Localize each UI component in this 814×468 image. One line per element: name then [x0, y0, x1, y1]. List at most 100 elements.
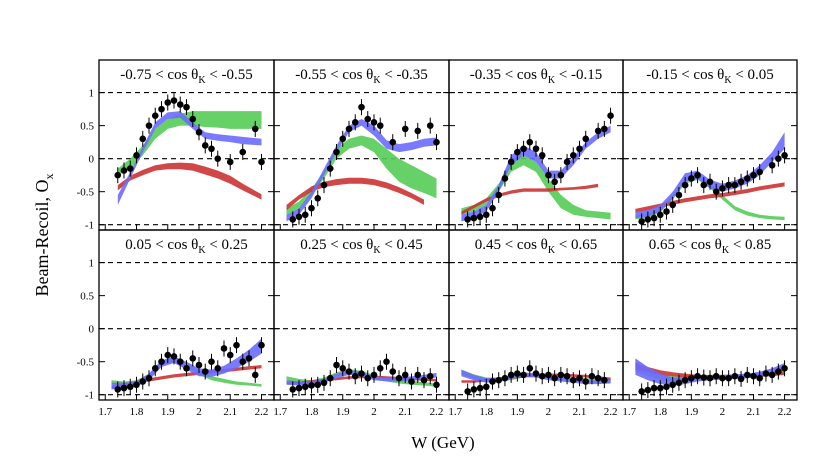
data-point — [768, 371, 776, 379]
data-point — [464, 388, 471, 395]
data-point — [164, 99, 172, 106]
data-point — [582, 378, 590, 385]
data-point — [158, 358, 165, 365]
data-point — [482, 211, 490, 219]
data-point — [208, 358, 215, 365]
model-band-blue — [461, 125, 611, 222]
data-point — [712, 188, 720, 195]
y-tick-label: 1 — [89, 258, 95, 270]
x-tick-label: 1.9 — [510, 406, 524, 418]
data-point — [139, 135, 147, 143]
data-point — [781, 152, 788, 159]
data-point — [725, 374, 732, 382]
panel-label: -0.75 < cos θK < -0.55 — [120, 67, 253, 86]
x-tick-label: 1.7 — [273, 406, 287, 418]
x-tick-label: 2.2 — [255, 406, 269, 418]
data-point — [401, 125, 409, 133]
data-point — [258, 341, 265, 349]
data-point — [320, 379, 328, 387]
x-tick-label: 1.7 — [448, 406, 462, 418]
panel-label: 0.25 < cos θK < 0.45 — [300, 237, 423, 256]
x-axis-label: W (GeV) — [411, 433, 474, 452]
data-point — [145, 374, 153, 382]
data-point — [295, 213, 303, 221]
x-tick-label: 1.7 — [98, 406, 112, 418]
x-tick-label: 2.2 — [430, 406, 444, 418]
data-point — [694, 171, 701, 179]
data-point — [214, 155, 222, 162]
y-axis-label-subscript: x — [42, 174, 56, 180]
panel-label: 0.05 < cos θK < 0.25 — [125, 237, 248, 256]
x-tick-label: 1.9 — [161, 406, 175, 418]
data-point — [470, 214, 478, 222]
data-point — [576, 145, 583, 153]
panel-frame — [98, 59, 275, 231]
data-point — [656, 211, 664, 219]
data-point — [339, 364, 347, 372]
x-tick-label: 1.8 — [130, 406, 144, 418]
data-point — [195, 128, 203, 136]
data-point — [158, 105, 165, 113]
data-point — [520, 145, 527, 153]
data-point — [781, 364, 788, 372]
data-point — [582, 135, 590, 143]
x-tick-label: 2.2 — [778, 406, 792, 418]
data-point — [245, 355, 253, 362]
data-point — [414, 371, 422, 379]
data-point — [675, 379, 683, 387]
x-tick-label: 2 — [546, 406, 552, 418]
y-tick-label: -0.5 — [77, 357, 95, 369]
x-tick-label: 2.1 — [747, 406, 761, 418]
data-point — [308, 382, 315, 389]
data-point — [370, 119, 378, 126]
data-point — [401, 371, 409, 379]
data-point — [731, 181, 739, 189]
data-point — [133, 381, 140, 389]
data-point — [376, 122, 384, 129]
data-point — [189, 115, 197, 123]
data-point — [507, 158, 515, 166]
model-band-red — [461, 183, 599, 215]
data-point — [326, 165, 334, 172]
data-point — [433, 138, 440, 146]
data-point — [576, 374, 583, 382]
data-point — [195, 361, 203, 369]
data-point — [426, 372, 434, 380]
data-point — [351, 372, 359, 380]
x-tick-label: 1.9 — [684, 406, 698, 418]
data-point — [164, 351, 172, 359]
data-point — [251, 371, 259, 379]
data-point — [656, 384, 664, 392]
data-point — [532, 370, 540, 377]
data-point — [464, 216, 471, 223]
x-tick-label: 2.1 — [223, 406, 237, 418]
data-point — [470, 386, 478, 393]
data-point — [226, 158, 234, 166]
data-point — [557, 171, 565, 179]
panel-4: -0.15 < cos θK < 0.05 — [622, 59, 798, 231]
x-tick-label: 1.8 — [479, 406, 493, 418]
data-point — [308, 204, 315, 212]
data-point — [333, 148, 340, 156]
data-point — [545, 371, 552, 379]
data-point — [426, 122, 434, 129]
data-point — [170, 97, 178, 104]
data-point — [183, 103, 190, 111]
data-point — [151, 364, 159, 372]
data-point — [737, 375, 745, 383]
data-point — [706, 374, 714, 382]
data-point — [750, 171, 757, 179]
y-tick-label: 0.5 — [80, 121, 94, 133]
data-point — [563, 158, 571, 166]
data-point — [601, 125, 608, 133]
data-point — [569, 376, 577, 384]
data-point — [526, 138, 534, 146]
data-point — [289, 386, 297, 393]
data-point — [345, 368, 353, 375]
data-point — [532, 145, 540, 153]
data-point — [489, 204, 496, 212]
data-point — [289, 216, 297, 223]
data-point — [644, 386, 652, 394]
data-point — [389, 138, 397, 146]
